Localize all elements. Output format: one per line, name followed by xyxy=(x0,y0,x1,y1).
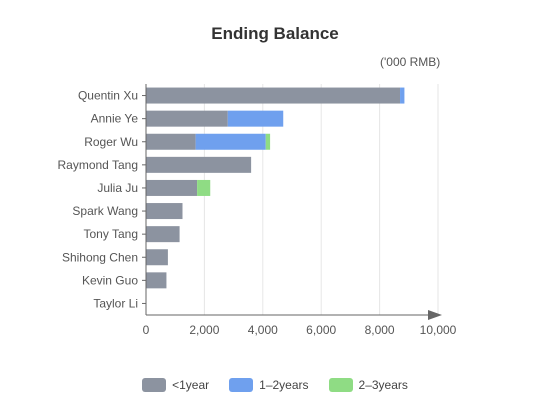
bar-segment[interactable] xyxy=(146,179,198,196)
y-category-label: Raymond Tang xyxy=(58,158,139,172)
x-tick-label: 8,000 xyxy=(365,323,395,337)
bar-segment[interactable] xyxy=(146,110,228,127)
bar-segment[interactable] xyxy=(146,203,183,220)
x-tick-label: 10,000 xyxy=(420,323,457,337)
chart-title: Ending Balance xyxy=(211,24,339,43)
axis-layer: 0 2,000 4,000 6,000 8,000 10,000 Quentin Xu Ann… xyxy=(58,84,457,337)
legend-item[interactable]: 2–3years xyxy=(328,378,408,392)
legend-swatch xyxy=(229,378,254,392)
y-category-label: Julia Ju xyxy=(97,181,138,195)
legend-item[interactable]: 1–2years xyxy=(229,378,309,392)
y-category-label: Kevin Guo xyxy=(82,273,138,287)
x-tick-label: 6,000 xyxy=(306,323,336,337)
bar-segment[interactable] xyxy=(265,133,271,150)
unit-label: ('000 RMB) xyxy=(380,55,441,69)
bar-segment[interactable] xyxy=(146,272,167,289)
chart-legend: <1year 1–2years 2–3years xyxy=(0,378,550,392)
legend-label: <1year xyxy=(172,378,210,392)
x-tick-label: 2,000 xyxy=(189,323,219,337)
legend-label: 1–2years xyxy=(259,378,309,392)
bar-segment[interactable] xyxy=(227,110,284,127)
y-category-label: Quentin Xu xyxy=(78,89,138,103)
bar-segment[interactable] xyxy=(197,179,211,196)
bar-segment[interactable] xyxy=(146,226,180,243)
bar-segment[interactable] xyxy=(146,87,401,104)
legend-swatch xyxy=(328,378,353,392)
bar-segment[interactable] xyxy=(146,249,168,266)
y-category-label: Shihong Chen xyxy=(62,250,138,264)
x-tick-label: 4,000 xyxy=(248,323,278,337)
bar-segment[interactable] xyxy=(195,133,266,150)
legend-label: 2–3years xyxy=(358,378,408,392)
bar-segment[interactable] xyxy=(146,156,252,173)
bar-segment[interactable] xyxy=(146,133,196,150)
legend-item[interactable]: <1year xyxy=(142,378,209,392)
x-axis-arrow-icon xyxy=(428,310,442,320)
bar-segment[interactable] xyxy=(400,87,405,104)
y-category-label: Tony Tang xyxy=(84,227,139,241)
y-category-label: Roger Wu xyxy=(84,135,138,149)
legend-swatch xyxy=(142,378,167,392)
y-category-label: Spark Wang xyxy=(72,204,138,218)
y-category-label: Taylor Li xyxy=(93,296,138,310)
bar-layer xyxy=(146,87,405,289)
y-category-label: Annie Ye xyxy=(91,112,139,126)
x-tick-label: 0 xyxy=(143,323,150,337)
